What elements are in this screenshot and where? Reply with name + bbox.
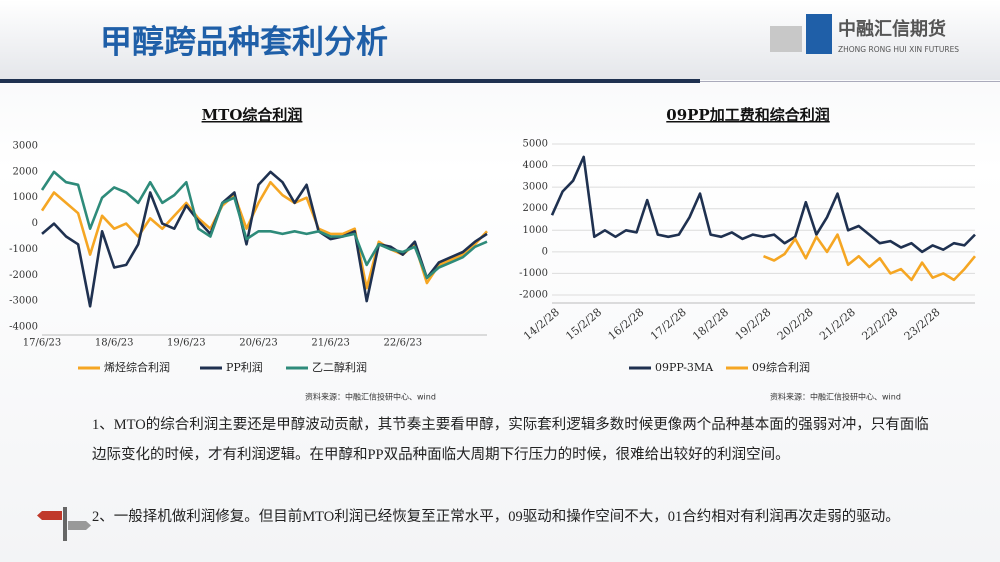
x-tick-label: 15/2/28: [563, 306, 604, 343]
header-rule: [0, 79, 700, 83]
legend-label: 09PP-3MA: [655, 361, 714, 374]
x-tick-label: 19/2/28: [733, 306, 774, 343]
y-tick-label: 4000: [523, 160, 548, 171]
y-tick-label: -2000: [519, 290, 548, 301]
y-tick-label: -4000: [9, 322, 38, 333]
x-tick-label: 18/2/28: [690, 306, 731, 343]
slide-title: 甲醇跨品种套利分析: [100, 23, 388, 61]
header-bg: [0, 0, 1000, 80]
x-tick-label: 22/2/28: [859, 306, 900, 343]
y-tick-label: 2000: [13, 166, 38, 177]
x-tick-label: 16/2/28: [606, 306, 647, 343]
legend-label: 烯烃综合利润: [104, 360, 170, 374]
y-tick-label: 1000: [523, 225, 548, 236]
x-tick-label: 17/6/23: [23, 338, 62, 349]
series-line: [40, 170, 488, 280]
y-tick-label: 5000: [523, 139, 548, 150]
logo-mark: [770, 26, 802, 52]
logo-en: ZHONG RONG HUI XIN FUTURES: [838, 45, 959, 54]
y-tick-label: -1000: [519, 268, 548, 279]
y-tick-label: -2000: [9, 270, 38, 281]
chart-title: MTO综合利润: [202, 106, 303, 124]
x-tick-label: 14/2/28: [521, 306, 562, 343]
x-tick-label: 19/6/23: [167, 338, 206, 349]
x-tick-label: 23/2/28: [902, 306, 943, 343]
y-tick-label: 3000: [13, 141, 38, 152]
legend-label: PP利润: [226, 360, 263, 374]
series-line: [41, 170, 488, 308]
y-tick-label: 3000: [523, 182, 548, 193]
chart-title: 09PP加工费和综合利润: [666, 106, 829, 124]
source-note: 资料来源：中融汇信投研中心、wind: [305, 392, 436, 402]
x-tick-label: 21/6/23: [311, 338, 350, 349]
legend-label: 乙二醇利润: [312, 360, 367, 374]
logo-cn: 中融汇信期货: [838, 18, 946, 40]
x-tick-label: 17/2/28: [648, 306, 689, 343]
x-tick-label: 20/2/28: [775, 306, 816, 343]
x-tick-label: 18/6/23: [95, 338, 134, 349]
y-tick-label: 0: [542, 246, 548, 257]
paragraph: 1、MTO的综合利润主要还是甲醇波动贡献，其节奏主要看甲醇，实际套利逻辑多数时候…: [92, 417, 929, 463]
y-tick-label: -3000: [9, 296, 38, 307]
chart: 甲醇跨品种套利分析 中融汇信期货 ZHONG RONG HUI XIN FUTU…: [0, 0, 1000, 402]
legend-label: 09综合利润: [752, 360, 810, 374]
source-note: 资料来源：中融汇信投研中心、wind: [770, 392, 901, 402]
x-tick-label: 21/2/28: [817, 306, 858, 343]
logo-mark: [806, 14, 832, 54]
y-tick-label: 1000: [13, 192, 38, 203]
y-tick-label: 0: [32, 218, 38, 229]
y-tick-label: -1000: [9, 244, 38, 255]
signpost-icon: [37, 507, 91, 541]
series-line: [40, 180, 488, 290]
series-line: [763, 233, 977, 282]
series-line: [550, 155, 976, 254]
x-tick-label: 22/6/23: [384, 338, 423, 349]
header-rule-thin: [700, 81, 1000, 82]
y-tick-label: 2000: [523, 203, 548, 214]
x-tick-label: 20/6/23: [239, 338, 278, 349]
paragraph: 2、一般择机做利润修复。但目前MTO利润已经恢复至正常水平，09驱动和操作空间不…: [92, 509, 900, 525]
